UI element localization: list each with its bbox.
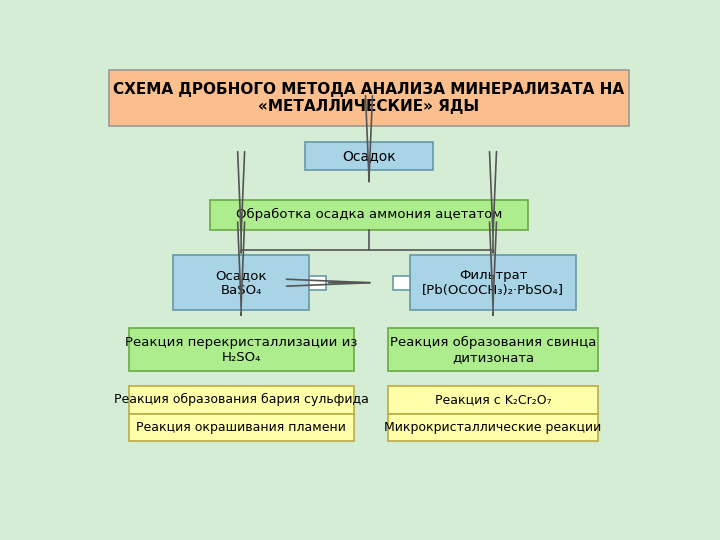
Bar (309, 276, 326, 289)
Bar (392, 276, 410, 289)
Bar (388, 386, 598, 414)
Bar (129, 414, 354, 441)
Text: Реакция перекристаллизации из
H₂SO₄: Реакция перекристаллизации из H₂SO₄ (125, 336, 357, 364)
Text: Реакция с K₂Cr₂O₇: Реакция с K₂Cr₂O₇ (435, 393, 552, 406)
Text: Обработка осадка аммония ацетатом: Обработка осадка аммония ацетатом (236, 208, 502, 221)
Text: Осадок: Осадок (342, 148, 396, 163)
Bar (129, 386, 354, 414)
Bar (410, 255, 576, 310)
Bar (210, 200, 528, 230)
Text: Осадок
BaSO₄: Осадок BaSO₄ (215, 269, 267, 296)
Text: Реакция образования бария сульфида: Реакция образования бария сульфида (114, 393, 369, 406)
Bar (129, 328, 354, 372)
Text: Реакция окрашивания пламени: Реакция окрашивания пламени (136, 421, 346, 434)
Text: Микрокристаллические реакции: Микрокристаллические реакции (384, 421, 602, 434)
Text: СХЕМА ДРОБНОГО МЕТОДА АНАЛИЗА МИНЕРАЛИЗАТА НА
«МЕТАЛЛИЧЕСКИЕ» ЯДЫ: СХЕМА ДРОБНОГО МЕТОДА АНАЛИЗА МИНЕРАЛИЗА… (114, 82, 624, 114)
Bar (109, 70, 629, 126)
Bar (388, 414, 598, 441)
Bar (388, 328, 598, 372)
Text: Фильтрат
[Pb(OCOCH₃)₂·PbSO₄]: Фильтрат [Pb(OCOCH₃)₂·PbSO₄] (422, 269, 564, 296)
Bar (305, 142, 433, 170)
Text: Реакция образования свинца
дитизоната: Реакция образования свинца дитизоната (390, 336, 596, 364)
Bar (174, 255, 309, 310)
